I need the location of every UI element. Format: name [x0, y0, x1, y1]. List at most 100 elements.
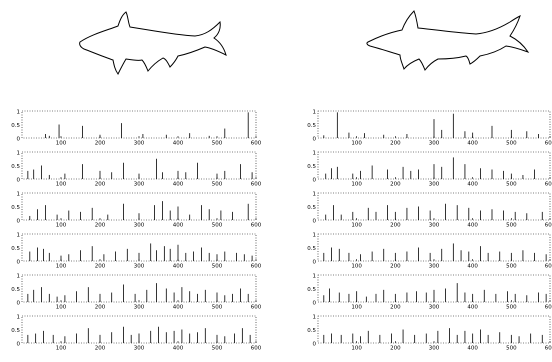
x-tick-label: 400 [467, 305, 478, 311]
y-tick-label: 0.5 [11, 328, 20, 334]
spike-panel-left-3: 1 0.5 0 100 200 300 400 500 600 [11, 192, 261, 229]
x-tick-label: 200 [390, 346, 401, 352]
x-tick-label: 200 [95, 346, 106, 352]
x-tick-label: 500 [506, 346, 517, 352]
x-tick-label: 600 [545, 346, 552, 352]
y-tick-label: 0 [313, 178, 317, 184]
spike-panel-left-2: 1 0.5 0 100 200 300 400 500 600 [11, 151, 261, 188]
x-tick-label: 100 [351, 346, 362, 352]
spike-panel-right-6: 1 0.5 0 100 200 300 400 500 600 [307, 315, 552, 352]
x-tick-label: 100 [351, 264, 362, 270]
spike-panel-left-1: 1 0.5 0 100 200 300 400 500 600 [11, 110, 261, 147]
shark-outline-right [366, 10, 530, 72]
spike-panel-right-5: 1 0.5 0 100 200 300 400 500 600 [307, 274, 552, 311]
x-tick-label: 200 [390, 305, 401, 311]
x-tick-label: 200 [390, 182, 401, 188]
y-tick-label: 1 [313, 151, 317, 157]
spike-panel-right-4: 1 0.5 0 100 200 300 400 500 600 [307, 233, 552, 270]
spike-panel-right-2: 1 0.5 0 100 200 300 400 500 600 [307, 151, 552, 188]
panel-frame [317, 233, 551, 262]
y-tick-label: 0 [17, 137, 21, 143]
x-tick-label: 400 [467, 223, 478, 229]
x-tick-label: 200 [95, 305, 106, 311]
y-tick-label: 0.5 [307, 205, 316, 211]
x-tick-label: 300 [429, 141, 440, 147]
y-tick-label: 1 [313, 233, 317, 239]
x-tick-label: 300 [134, 223, 145, 229]
x-tick-label: 100 [56, 223, 67, 229]
x-tick-label: 100 [56, 305, 67, 311]
x-tick-label: 500 [212, 305, 223, 311]
y-tick-label: 0 [313, 137, 317, 143]
y-tick-label: 0.5 [11, 164, 20, 170]
y-tick-label: 0 [17, 342, 21, 348]
x-tick-label: 500 [506, 182, 517, 188]
y-tick-label: 0.5 [11, 205, 20, 211]
y-tick-label: 0.5 [11, 246, 20, 252]
y-tick-label: 0 [17, 178, 21, 184]
y-tick-label: 1 [17, 233, 21, 239]
x-tick-label: 100 [351, 305, 362, 311]
x-tick-label: 600 [545, 305, 552, 311]
x-tick-label: 500 [212, 346, 223, 352]
x-tick-label: 600 [545, 141, 552, 147]
x-tick-label: 600 [251, 305, 262, 311]
x-tick-label: 300 [134, 346, 145, 352]
spike-panel-left-4: 1 0.5 0 100 200 300 400 500 600 [11, 233, 261, 270]
y-tick-label: 0 [313, 342, 317, 348]
x-tick-label: 100 [351, 141, 362, 147]
x-tick-label: 500 [212, 264, 223, 270]
x-tick-label: 200 [95, 264, 106, 270]
y-tick-label: 1 [17, 315, 21, 321]
y-tick-label: 0.5 [307, 287, 316, 293]
x-tick-label: 400 [173, 305, 184, 311]
y-tick-label: 0.5 [11, 287, 20, 293]
y-tick-label: 0.5 [11, 123, 20, 129]
x-tick-label: 600 [545, 223, 552, 229]
y-tick-label: 0 [313, 260, 317, 266]
shark-silhouette-right [366, 10, 530, 72]
x-tick-label: 300 [134, 305, 145, 311]
x-tick-label: 500 [212, 141, 223, 147]
shark-silhouette-left [79, 11, 227, 75]
x-tick-label: 300 [429, 264, 440, 270]
y-tick-label: 0 [17, 301, 21, 307]
x-tick-label: 600 [251, 182, 262, 188]
y-tick-label: 0 [313, 219, 317, 225]
x-tick-label: 200 [95, 141, 106, 147]
x-tick-label: 200 [390, 223, 401, 229]
spike-panels-right: 10.5010020030040050060010.50100200300400… [307, 110, 552, 352]
y-tick-label: 1 [313, 192, 317, 198]
spike-panel-right-3: 1 0.5 0 100 200 300 400 500 600 [307, 192, 552, 229]
x-tick-label: 500 [506, 141, 517, 147]
y-tick-label: 0.5 [307, 164, 316, 170]
x-tick-label: 200 [95, 223, 106, 229]
x-tick-label: 500 [506, 223, 517, 229]
y-tick-label: 1 [313, 315, 317, 321]
x-tick-label: 100 [351, 223, 362, 229]
x-tick-label: 400 [467, 264, 478, 270]
x-tick-label: 200 [95, 182, 106, 188]
y-tick-label: 1 [17, 110, 21, 116]
x-tick-label: 400 [173, 223, 184, 229]
x-tick-label: 400 [173, 346, 184, 352]
y-tick-label: 1 [313, 274, 317, 280]
spike-panel-left-6: 1 0.5 0 100 200 300 400 500 600 [11, 315, 261, 352]
x-tick-label: 100 [56, 264, 67, 270]
x-tick-label: 400 [173, 182, 184, 188]
y-tick-label: 0.5 [307, 123, 316, 129]
x-tick-label: 600 [545, 264, 552, 270]
x-tick-label: 300 [134, 264, 145, 270]
spike-panel-right-1: 1 0.5 0 100 200 300 400 500 600 [307, 110, 552, 147]
shark-outline-left [79, 11, 227, 75]
x-tick-label: 500 [506, 264, 517, 270]
x-tick-label: 300 [429, 346, 440, 352]
y-tick-label: 0.5 [307, 246, 316, 252]
x-tick-label: 600 [545, 182, 552, 188]
x-tick-label: 300 [429, 305, 440, 311]
y-tick-label: 0.5 [307, 328, 316, 334]
x-tick-label: 600 [251, 346, 262, 352]
x-tick-label: 500 [212, 182, 223, 188]
x-tick-label: 100 [56, 182, 67, 188]
